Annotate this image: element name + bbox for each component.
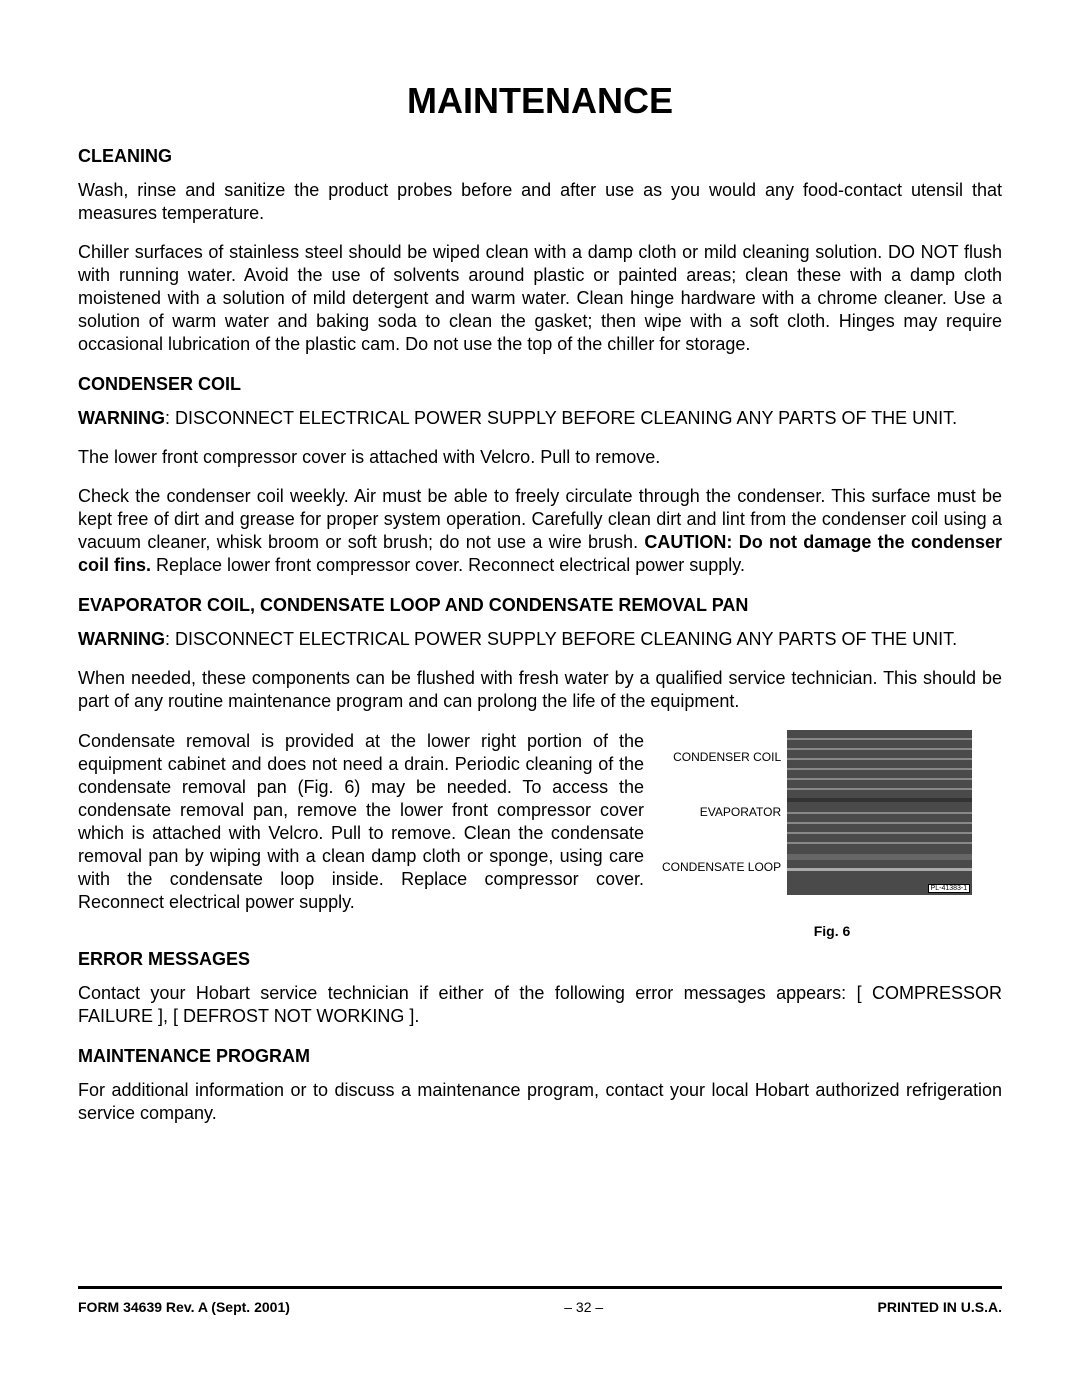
para-condenser-2-post: Replace lower front compressor cover. Re…: [151, 555, 745, 575]
figure-image: PL-41383-1: [787, 730, 972, 895]
plate-number: PL-41383-1: [928, 884, 971, 893]
para-cleaning-1: Wash, rinse and sanitize the product pro…: [78, 179, 1002, 225]
page-title: MAINTENANCE: [78, 80, 1002, 122]
figure-6: CONDENSER COIL EVAPORATOR CONDENSATE LOO…: [662, 730, 1002, 939]
page: MAINTENANCE CLEANING Wash, rinse and san…: [0, 0, 1080, 1140]
footer-printed: PRINTED IN U.S.A.: [878, 1299, 1002, 1315]
para-evaporator-warning: WARNING: DISCONNECT ELECTRICAL POWER SUP…: [78, 628, 1002, 651]
fig-label-condensate-loop: CONDENSATE LOOP: [662, 860, 781, 874]
warning-text-2: : DISCONNECT ELECTRICAL POWER SUPPLY BEF…: [165, 629, 957, 649]
two-column-row: Condensate removal is provided at the lo…: [78, 730, 1002, 939]
para-program-1: For additional information or to discuss…: [78, 1079, 1002, 1125]
heading-cleaning: CLEANING: [78, 146, 1002, 167]
para-cleaning-2: Chiller surfaces of stainless steel shou…: [78, 241, 1002, 356]
warning-label-2: WARNING: [78, 629, 165, 649]
heading-condenser: CONDENSER COIL: [78, 374, 1002, 395]
fig-label-condenser-coil: CONDENSER COIL: [662, 750, 781, 764]
para-errors-1: Contact your Hobart service technician i…: [78, 982, 1002, 1028]
para-evaporator-2: Condensate removal is provided at the lo…: [78, 730, 644, 939]
footer-rule: [78, 1286, 1002, 1289]
para-condenser-1: The lower front compressor cover is atta…: [78, 446, 1002, 469]
warning-label: WARNING: [78, 408, 165, 428]
para-condenser-warning: WARNING: DISCONNECT ELECTRICAL POWER SUP…: [78, 407, 1002, 430]
footer-row: FORM 34639 Rev. A (Sept. 2001) – 32 – PR…: [78, 1299, 1002, 1315]
figure-labels: CONDENSER COIL EVAPORATOR CONDENSATE LOO…: [662, 730, 787, 895]
warning-text: : DISCONNECT ELECTRICAL POWER SUPPLY BEF…: [165, 408, 957, 428]
heading-program: MAINTENANCE PROGRAM: [78, 1046, 1002, 1067]
footer-form-id: FORM 34639 Rev. A (Sept. 2001): [78, 1299, 290, 1315]
page-number: – 32 –: [564, 1299, 603, 1315]
content: MAINTENANCE CLEANING Wash, rinse and san…: [78, 80, 1002, 1140]
page-footer: FORM 34639 Rev. A (Sept. 2001) – 32 – PR…: [78, 1286, 1002, 1315]
para-condenser-2: Check the condenser coil weekly. Air mus…: [78, 485, 1002, 577]
fig-label-evaporator: EVAPORATOR: [662, 805, 781, 819]
heading-errors: ERROR MESSAGES: [78, 949, 1002, 970]
figure-caption: Fig. 6: [814, 923, 851, 939]
figure-wrap: CONDENSER COIL EVAPORATOR CONDENSATE LOO…: [662, 730, 1002, 895]
heading-evaporator: EVAPORATOR COIL, CONDENSATE LOOP AND CON…: [78, 595, 1002, 616]
para-evaporator-1: When needed, these components can be flu…: [78, 667, 1002, 713]
